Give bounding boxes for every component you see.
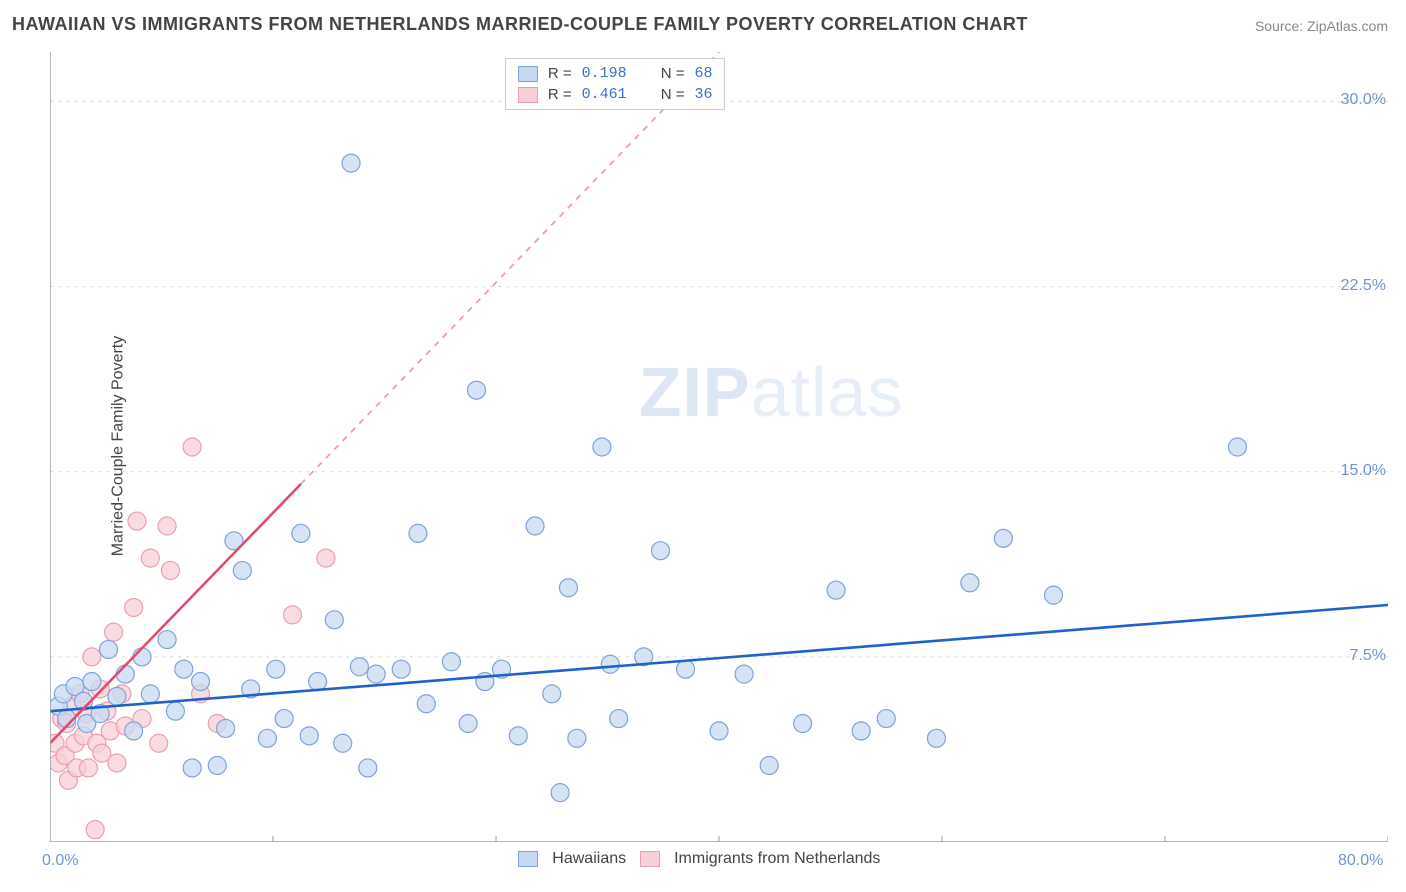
scatter-plot xyxy=(50,52,1388,842)
scatter-point xyxy=(342,154,360,172)
scatter-point xyxy=(300,727,318,745)
scatter-point xyxy=(141,549,159,567)
scatter-point xyxy=(735,665,753,683)
scatter-point xyxy=(79,759,97,777)
scatter-point xyxy=(125,722,143,740)
chart-title: HAWAIIAN VS IMMIGRANTS FROM NETHERLANDS … xyxy=(12,14,1028,35)
scatter-point xyxy=(509,727,527,745)
scatter-point xyxy=(409,524,427,542)
scatter-point xyxy=(651,542,669,560)
x-tick-max: 80.0% xyxy=(1338,852,1383,870)
legend-series-label: Hawaiians xyxy=(552,850,626,868)
legend-correlation-row: R = 0.198 N = 68 xyxy=(518,63,713,84)
scatter-point xyxy=(1045,586,1063,604)
scatter-point xyxy=(158,517,176,535)
scatter-point xyxy=(192,673,210,691)
scatter-point xyxy=(827,581,845,599)
scatter-point xyxy=(284,606,302,624)
scatter-point xyxy=(417,695,435,713)
scatter-point xyxy=(128,512,146,530)
scatter-point xyxy=(116,665,134,683)
y-tick-label: 15.0% xyxy=(0,462,1406,480)
y-tick-label: 7.5% xyxy=(0,647,1406,665)
scatter-point xyxy=(108,687,126,705)
scatter-point xyxy=(292,524,310,542)
scatter-point xyxy=(258,729,276,747)
legend-r-value: 0.198 xyxy=(582,65,627,82)
scatter-point xyxy=(161,561,179,579)
scatter-point xyxy=(593,438,611,456)
x-tick-min: 0.0% xyxy=(42,852,78,870)
scatter-point xyxy=(852,722,870,740)
scatter-point xyxy=(610,710,628,728)
scatter-point xyxy=(961,574,979,592)
legend-swatch xyxy=(518,66,538,82)
scatter-point xyxy=(367,665,385,683)
scatter-point xyxy=(275,710,293,728)
scatter-point xyxy=(459,715,477,733)
y-tick-label: 22.5% xyxy=(0,277,1406,295)
y-tick-label: 30.0% xyxy=(0,91,1406,109)
scatter-point xyxy=(150,734,168,752)
scatter-point xyxy=(760,756,778,774)
scatter-point xyxy=(233,561,251,579)
scatter-point xyxy=(559,579,577,597)
legend-series-label: Immigrants from Netherlands xyxy=(674,850,880,868)
scatter-point xyxy=(217,719,235,737)
scatter-point xyxy=(208,756,226,774)
scatter-point xyxy=(309,673,327,691)
scatter-point xyxy=(105,623,123,641)
scatter-point xyxy=(183,759,201,777)
scatter-point xyxy=(334,734,352,752)
scatter-point xyxy=(543,685,561,703)
scatter-point xyxy=(86,821,104,839)
legend-n-value: 68 xyxy=(694,65,712,82)
scatter-point xyxy=(108,754,126,772)
legend-swatch xyxy=(518,851,538,867)
scatter-point xyxy=(183,438,201,456)
scatter-point xyxy=(1228,438,1246,456)
scatter-point xyxy=(141,685,159,703)
scatter-point xyxy=(467,381,485,399)
scatter-point xyxy=(551,784,569,802)
source-label: Source: ZipAtlas.com xyxy=(1255,18,1388,34)
scatter-point xyxy=(125,598,143,616)
scatter-point xyxy=(994,529,1012,547)
legend-r-label: R = xyxy=(548,65,572,82)
legend-series: Hawaiians Immigrants from Netherlands xyxy=(518,850,880,868)
scatter-point xyxy=(568,729,586,747)
scatter-point xyxy=(927,729,945,747)
scatter-point xyxy=(325,611,343,629)
scatter-point xyxy=(794,715,812,733)
legend-swatch xyxy=(640,851,660,867)
scatter-point xyxy=(359,759,377,777)
scatter-point xyxy=(710,722,728,740)
trendline-pink-dashed xyxy=(301,52,886,484)
scatter-point xyxy=(526,517,544,535)
scatter-point xyxy=(83,673,101,691)
scatter-point xyxy=(166,702,184,720)
scatter-point xyxy=(877,710,895,728)
legend-n-label: N = xyxy=(661,65,685,82)
scatter-point xyxy=(317,549,335,567)
